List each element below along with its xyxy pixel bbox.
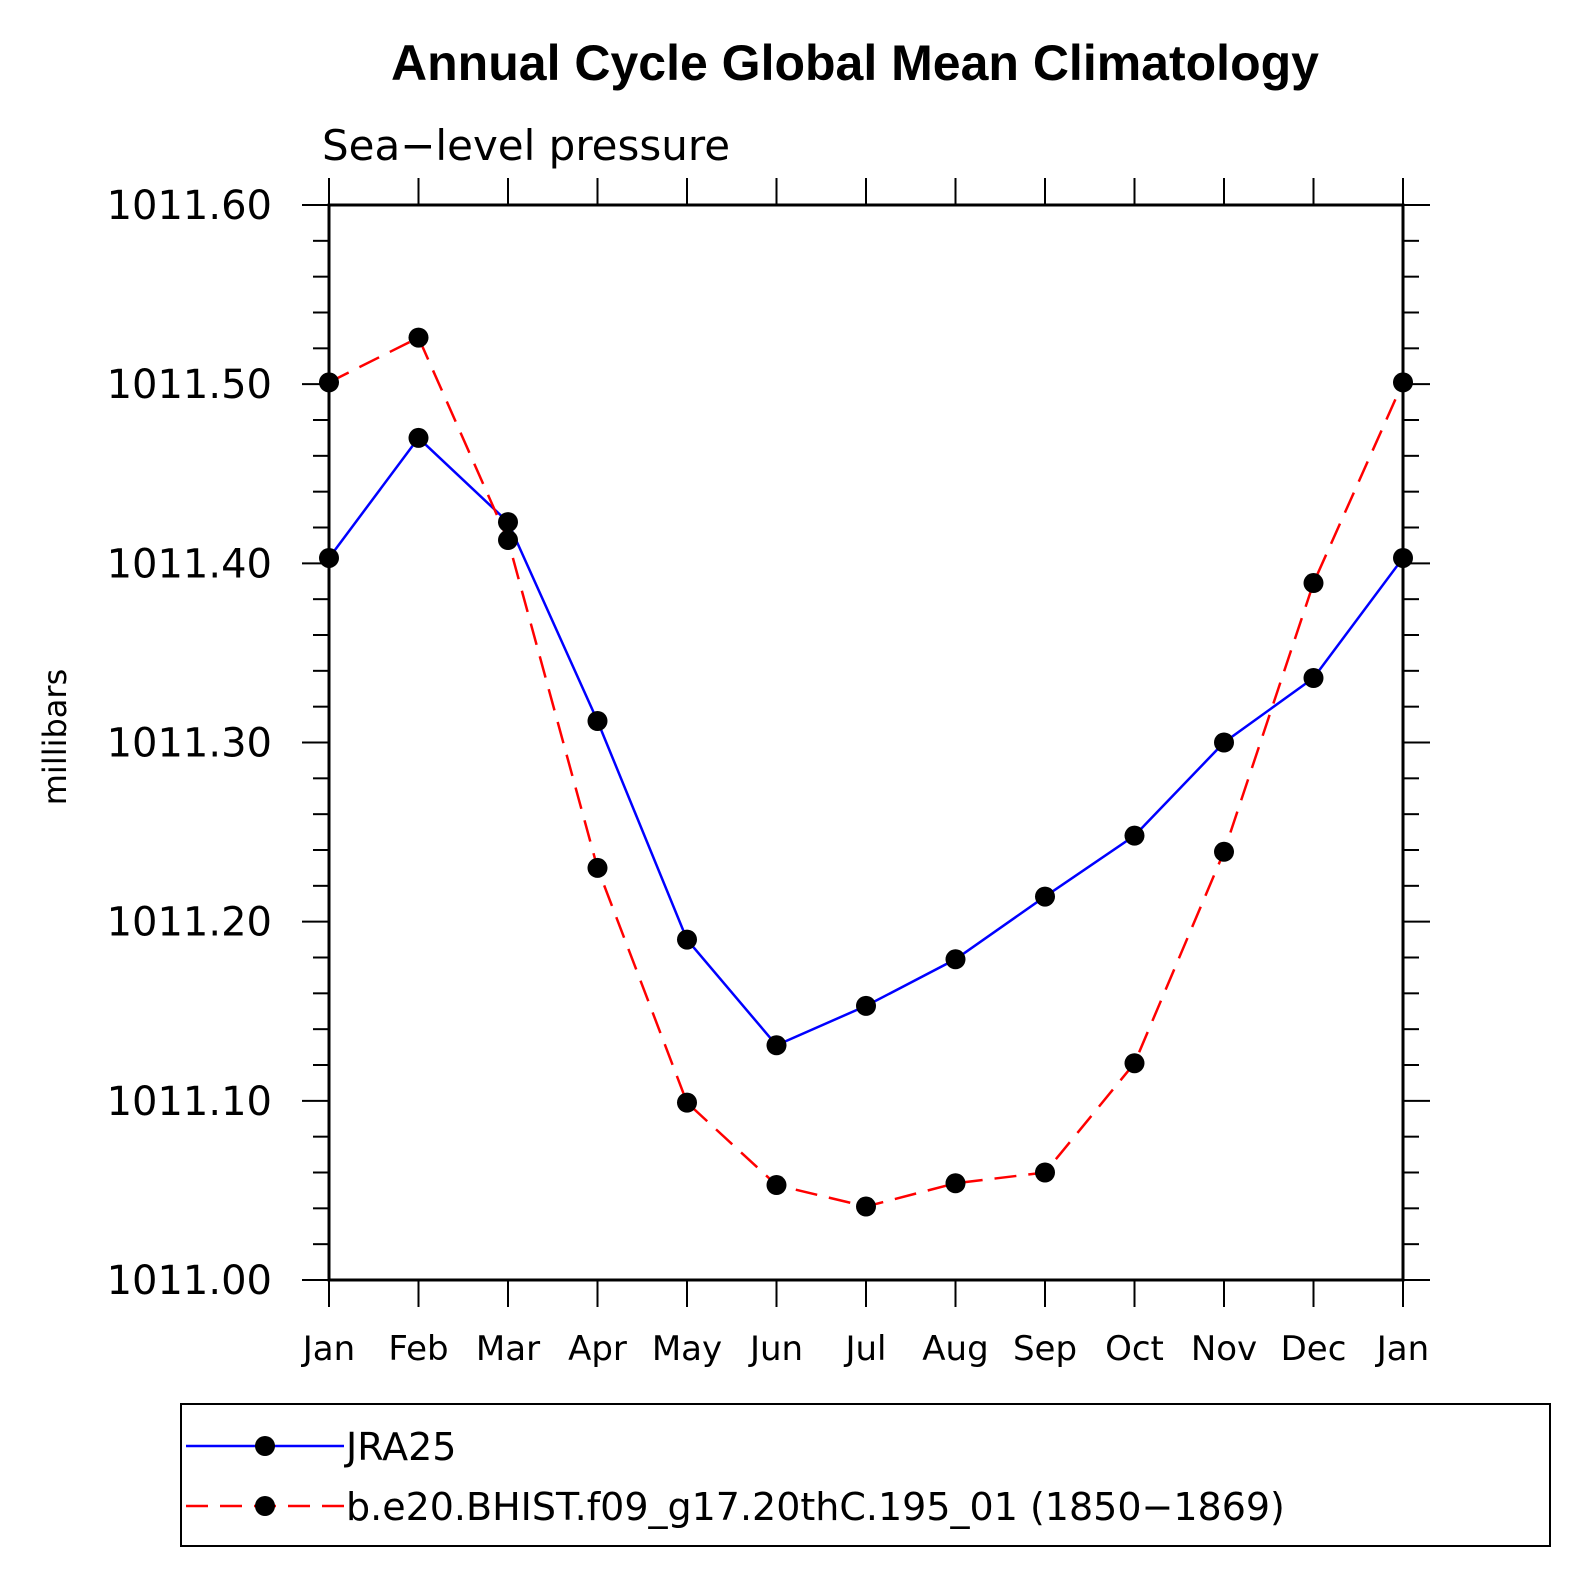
chart-subtitle: Sea−level pressure — [322, 121, 730, 170]
x-tick-label: May — [652, 1329, 722, 1369]
data-point-series-1 — [766, 1035, 787, 1056]
y-axis-label: millibars — [36, 669, 74, 805]
y-tick-label: 1011.40 — [107, 541, 272, 587]
data-point-series-2 — [1214, 841, 1234, 862]
x-tick-label: Apr — [568, 1329, 627, 1369]
data-point-series-1 — [1124, 825, 1145, 846]
series-line-2 — [328, 335, 1405, 1208]
data-point-series-2 — [1124, 1053, 1145, 1074]
x-tick-label: Sep — [1013, 1329, 1077, 1369]
x-tick-label: Jun — [748, 1329, 803, 1369]
legend: JRA25 b.e20.BHIST.f09_g17.20thC.195_01 (1… — [180, 1403, 1551, 1547]
plot-frame — [327, 203, 1405, 1282]
legend-box — [180, 1403, 1551, 1547]
data-point-series-2 — [1035, 1162, 1055, 1183]
y-tick-label: 1011.20 — [107, 900, 272, 946]
data-point-series-1 — [945, 949, 966, 970]
plot-axes — [327, 203, 1405, 1282]
data-point-series-2 — [945, 1173, 966, 1194]
data-point-series-1 — [1303, 668, 1324, 688]
y-tick-label: 1011.50 — [107, 362, 272, 408]
data-point-series-2 — [766, 1175, 787, 1196]
data-point-series-1 — [856, 995, 876, 1016]
data-point-series-1 — [1214, 732, 1234, 753]
data-point-series-1 — [319, 547, 339, 568]
data-point-series-2 — [587, 857, 608, 878]
data-point-series-1 — [677, 929, 697, 950]
x-tick-label: Jul — [843, 1329, 886, 1369]
y-tick-label: 1011.00 — [107, 1258, 272, 1304]
x-tick-label: Mar — [476, 1329, 540, 1369]
data-point-series-2 — [1393, 372, 1413, 393]
data-point-series-2 — [408, 327, 429, 348]
data-point-series-2 — [677, 1092, 697, 1113]
data-point-series-1 — [1035, 886, 1055, 907]
chart-title: Annual Cycle Global Mean Climatology — [391, 35, 1319, 91]
data-point-series-1 — [498, 512, 518, 533]
legend-marker-1 — [255, 1436, 275, 1456]
legend-marker-2 — [255, 1496, 275, 1516]
series-lines — [327, 335, 1405, 1208]
data-markers — [319, 327, 1413, 1217]
data-point-series-1 — [408, 427, 429, 448]
data-point-series-1 — [1393, 547, 1413, 568]
series-line-1 — [327, 436, 1405, 1047]
x-tick-label: Jan — [1375, 1329, 1429, 1369]
y-axis: 1011.00 1011.10 1011.20 1011.30 1011.40 1011.… — [107, 183, 1430, 1304]
y-tick-label: 1011.30 — [107, 721, 272, 767]
data-point-series-2 — [856, 1196, 876, 1217]
data-point-series-2 — [498, 530, 518, 551]
data-point-series-2 — [319, 372, 339, 393]
x-tick-label: Nov — [1191, 1329, 1257, 1369]
y-tick-label: 1011.60 — [107, 183, 272, 229]
x-axis: Jan Feb Mar Apr May Jun Jul Aug Sep Oct Nov Dec Jan — [301, 178, 1429, 1369]
x-tick-label: Jan — [301, 1329, 355, 1369]
x-tick-label: Feb — [388, 1329, 448, 1369]
legend-label-2: b.e20.BHIST.f09_g17.20thC.195_01 (1850−1… — [346, 1485, 1285, 1529]
x-tick-label: Aug — [922, 1329, 988, 1369]
x-tick-label: Oct — [1105, 1329, 1164, 1369]
x-tick-label: Dec — [1281, 1329, 1347, 1369]
data-point-series-2 — [1303, 573, 1324, 594]
data-point-series-1 — [587, 711, 608, 731]
legend-label-1: JRA25 — [344, 1425, 456, 1469]
y-tick-label: 1011.10 — [107, 1079, 272, 1125]
